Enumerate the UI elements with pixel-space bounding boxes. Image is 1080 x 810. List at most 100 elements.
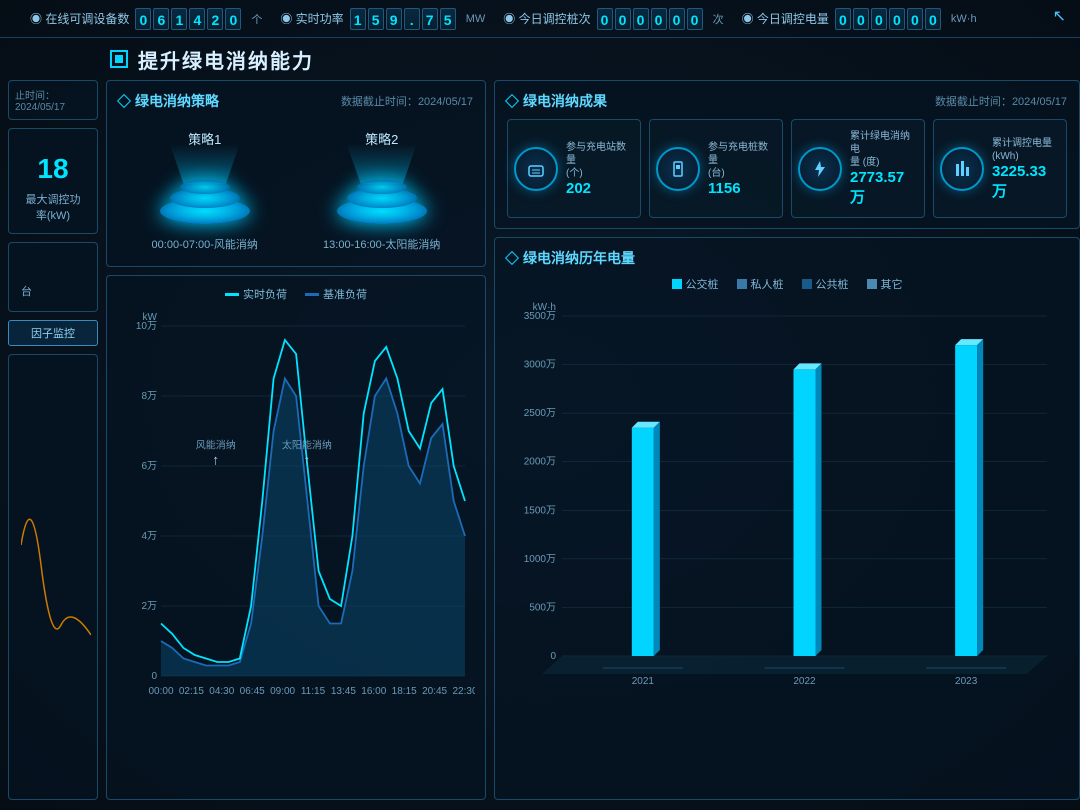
metric-unit: kW·h [951, 13, 977, 25]
svg-text:6万: 6万 [141, 461, 157, 472]
stat-label: 累计调控电量(kWh) [992, 137, 1060, 163]
svg-text:1000万: 1000万 [524, 554, 556, 565]
max-power-label: 最大调控功率(kW) [21, 191, 85, 223]
stat-label: 参与充电站数量(个) [566, 141, 634, 180]
metric-label: ◉ 今日调控桩次 [503, 10, 590, 27]
diamond-icon [117, 94, 131, 108]
svg-text:11:15: 11:15 [301, 686, 326, 697]
stat-card: 累计绿电消纳电量 (度) 2773.57万 [791, 119, 925, 218]
metric-unit: 次 [713, 11, 724, 27]
svg-text:0: 0 [550, 651, 556, 662]
svg-text:1500万: 1500万 [524, 505, 556, 516]
stat-card: 参与充电桩数量(台) 1156 [649, 119, 783, 218]
svg-text:8万: 8万 [141, 391, 157, 402]
max-power-panel: 18 最大调控功率(kW) [8, 128, 98, 234]
svg-text:kW·h: kW·h [533, 302, 556, 313]
stat-value: 202 [566, 180, 634, 197]
metric-unit: MW [466, 13, 486, 25]
page-title: 提升绿电消纳能力 [138, 45, 314, 74]
top-metrics-bar: ◉ 在线可调设备数 061420 个 ◉ 实时功率 159.75 MW ◉ 今日调控桩次 00… [0, 0, 1080, 38]
max-power-value: 18 [21, 139, 85, 191]
bar-chart-title: 绿电消纳历年电量 [523, 248, 635, 268]
svg-text:3000万: 3000万 [524, 360, 556, 371]
svg-text:22:30: 22:30 [452, 686, 475, 697]
svg-text:↑: ↑ [303, 452, 310, 468]
legend-item: 私人桩 [737, 276, 784, 292]
svg-text:风能消纳: 风能消纳 [196, 439, 236, 452]
svg-text:09:00: 09:00 [270, 686, 295, 697]
strategy-disc-icon [155, 154, 255, 224]
strategy-item[interactable]: 策略2 13:00-16:00-太阳能消纳 [323, 129, 440, 252]
svg-text:2023: 2023 [955, 676, 978, 687]
legend-item: 公共桩 [802, 276, 849, 292]
energy-icon [798, 147, 842, 191]
legend-item: 基准负荷 [305, 286, 367, 302]
strategy-panel: 绿电消纳策略 数据截止时间：2024/05/17 策略1 00:00-07:00… [106, 80, 486, 267]
legend-item: 其它 [867, 276, 903, 292]
metric-label: ◉ 实时功率 [280, 10, 343, 27]
svg-text:00:00: 00:00 [148, 686, 173, 697]
metric-label: ◉ 今日调控电量 [742, 10, 829, 27]
main-title-bar: 提升绿电消纳能力 [0, 38, 1080, 80]
stat-label: 参与充电桩数量(台) [708, 141, 776, 180]
svg-text:13:45: 13:45 [331, 686, 356, 697]
legend-item: 实时负荷 [225, 286, 287, 302]
yearly-bar-chart-panel: 绿电消纳历年电量 公交桩 私人桩 公共桩 其它 0 500万 1000万 1500万 2000… [494, 237, 1080, 800]
stat-value: 1156 [708, 180, 776, 197]
svg-text:04:30: 04:30 [209, 686, 234, 697]
svg-text:2500万: 2500万 [524, 408, 556, 419]
metric-unit: 个 [251, 11, 262, 27]
svg-text:2021: 2021 [632, 676, 655, 687]
svg-text:2022: 2022 [793, 676, 816, 687]
load-line-chart-panel: 实时负荷基准负荷 02万4万6万8万10万kW00:0002:1504:3006… [106, 275, 486, 800]
load-line-chart: 02万4万6万8万10万kW00:0002:1504:3006:4509:001… [119, 306, 475, 706]
svg-text:0: 0 [151, 671, 157, 682]
factor-monitor-button[interactable]: 因子监控 [8, 320, 98, 346]
diamond-icon [505, 94, 519, 108]
cursor-icon: ↖ [1053, 6, 1066, 26]
svg-text:18:15: 18:15 [392, 686, 417, 697]
metric-group: ◉ 实时功率 159.75 MW [280, 8, 485, 30]
strategy-desc: 00:00-07:00-风能消纳 [152, 236, 258, 252]
strategy-desc: 13:00-16:00-太阳能消纳 [323, 236, 440, 252]
title-icon [110, 50, 128, 68]
metric-digits: 061420 [135, 8, 241, 30]
metric-group: ◉ 在线可调设备数 061420 个 [30, 8, 262, 30]
pile-icon [656, 147, 700, 191]
svg-text:2000万: 2000万 [524, 457, 556, 468]
legend-item: 公交桩 [672, 276, 719, 292]
metric-digits: 000000 [597, 8, 703, 30]
strategy-item[interactable]: 策略1 00:00-07:00-风能消纳 [152, 129, 258, 252]
unit-label: 台 [21, 253, 85, 299]
svg-text:20:45: 20:45 [422, 686, 447, 697]
svg-text:02:15: 02:15 [179, 686, 204, 697]
metric-group: ◉ 今日调控桩次 000000 次 [503, 8, 723, 30]
svg-text:16:00: 16:00 [361, 686, 386, 697]
svg-text:kW: kW [143, 312, 158, 323]
stat-value: 2773.57万 [850, 169, 918, 207]
stat-card: 参与充电站数量(个) 202 [507, 119, 641, 218]
yearly-bar-chart: 0500万1000万1500万2000万2500万3000万3500万kW·h2… [507, 296, 1067, 696]
metric-label: ◉ 在线可调设备数 [30, 10, 129, 27]
metric-group: ◉ 今日调控电量 000000 kW·h [742, 8, 977, 30]
stat-value: 3225.33万 [992, 163, 1060, 201]
svg-text:2万: 2万 [141, 601, 157, 612]
left-timestamp-panel: 止时间： 2024/05/17 [8, 80, 98, 120]
svg-text:500万: 500万 [529, 602, 556, 613]
ts-label: 止时间： [15, 91, 55, 102]
svg-text:↑: ↑ [212, 452, 219, 468]
strategy-disc-icon [332, 154, 432, 224]
diamond-icon [505, 251, 519, 265]
stat-card: 累计调控电量(kWh) 3225.33万 [933, 119, 1067, 218]
results-title: 绿电消纳成果 [523, 91, 607, 111]
left-chart-fragment [8, 354, 98, 800]
results-panel: 绿电消纳成果 数据截止时间：2024/05/17 参与充电站数量(个) 202 … [494, 80, 1080, 229]
ts-value: 2024/05/17 [15, 102, 65, 113]
stat-label: 累计绿电消纳电量 (度) [850, 130, 918, 169]
metric-digits: 000000 [835, 8, 941, 30]
unit-panel: 台 [8, 242, 98, 312]
station-icon [514, 147, 558, 191]
metric-digits: 159.75 [350, 8, 456, 30]
svg-text:4万: 4万 [141, 531, 157, 542]
control-icon [940, 147, 984, 191]
